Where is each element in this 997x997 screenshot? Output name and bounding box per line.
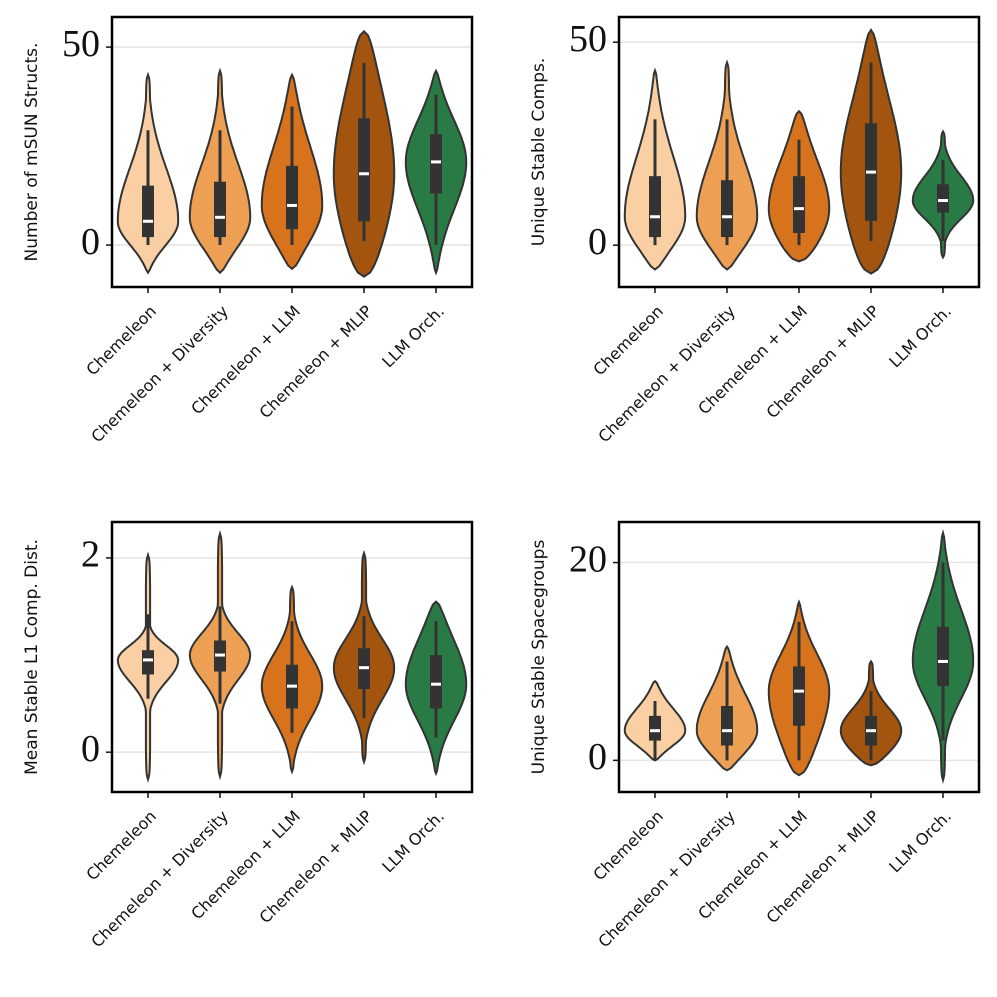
box — [214, 181, 226, 238]
box — [286, 165, 298, 230]
x-tick-label: Chemeleon — [82, 807, 160, 885]
x-tick-label: LLM Orch. — [378, 302, 448, 372]
y-axis-label: Mean Stable L1 Comp. Dist. — [22, 539, 42, 775]
x-tick-label: LLM Orch. — [378, 807, 448, 877]
panel: 0 50 Unique Stable Comps. ChemeleonChemeleo… — [529, 15, 981, 447]
y-tick-label: 0 — [588, 736, 607, 778]
y-tick-label: 0 — [588, 221, 607, 263]
y-tick-label: 20 — [569, 538, 607, 580]
box — [793, 666, 805, 726]
x-tick-label: Chemeleon — [589, 302, 667, 380]
box — [937, 626, 949, 687]
y-axis-label: Number of mSUN Structs. — [22, 43, 42, 262]
axes-frame — [617, 520, 981, 794]
x-tick-label: Chemeleon + Diversity — [87, 302, 232, 447]
box — [793, 176, 805, 233]
x-tick-label: Chemeleon + Diversity — [87, 807, 232, 952]
axes-frame — [110, 15, 474, 289]
x-tick-label: Chemeleon + Diversity — [594, 807, 739, 952]
y-tick-label: 2 — [81, 534, 100, 576]
y-tick-label: 50 — [569, 18, 607, 60]
x-tick-label: Chemeleon + Diversity — [594, 302, 739, 447]
y-tick-label: 0 — [81, 728, 100, 770]
box — [358, 118, 370, 222]
box — [721, 705, 733, 746]
x-tick-label: Chemeleon — [82, 302, 160, 380]
box — [649, 176, 661, 238]
axes-frame — [110, 520, 474, 794]
box — [430, 134, 442, 194]
panel: 0 50 Number of mSUN Structs. ChemeleonCheme… — [22, 15, 474, 447]
box — [142, 185, 154, 238]
x-tick-label: LLM Orch. — [885, 302, 955, 372]
y-tick-label: 50 — [62, 23, 100, 65]
y-tick-label: 0 — [81, 221, 100, 263]
box — [937, 184, 949, 213]
x-tick-label: LLM Orch. — [885, 807, 955, 877]
y-axis-label: Unique Stable Comps. — [529, 58, 549, 247]
y-axis-label: Unique Stable Spacegroups — [529, 540, 549, 775]
box — [721, 180, 733, 238]
panel: 0 20 Unique Stable Spacegroups ChemeleonChe… — [529, 520, 981, 952]
box — [142, 650, 154, 675]
axes-frame — [617, 15, 981, 289]
box — [430, 655, 442, 709]
panel: 0 2 Mean Stable L1 Comp. Dist. ChemeleonChe… — [22, 520, 474, 952]
box — [649, 715, 661, 741]
x-tick-label: Chemeleon — [589, 807, 667, 885]
